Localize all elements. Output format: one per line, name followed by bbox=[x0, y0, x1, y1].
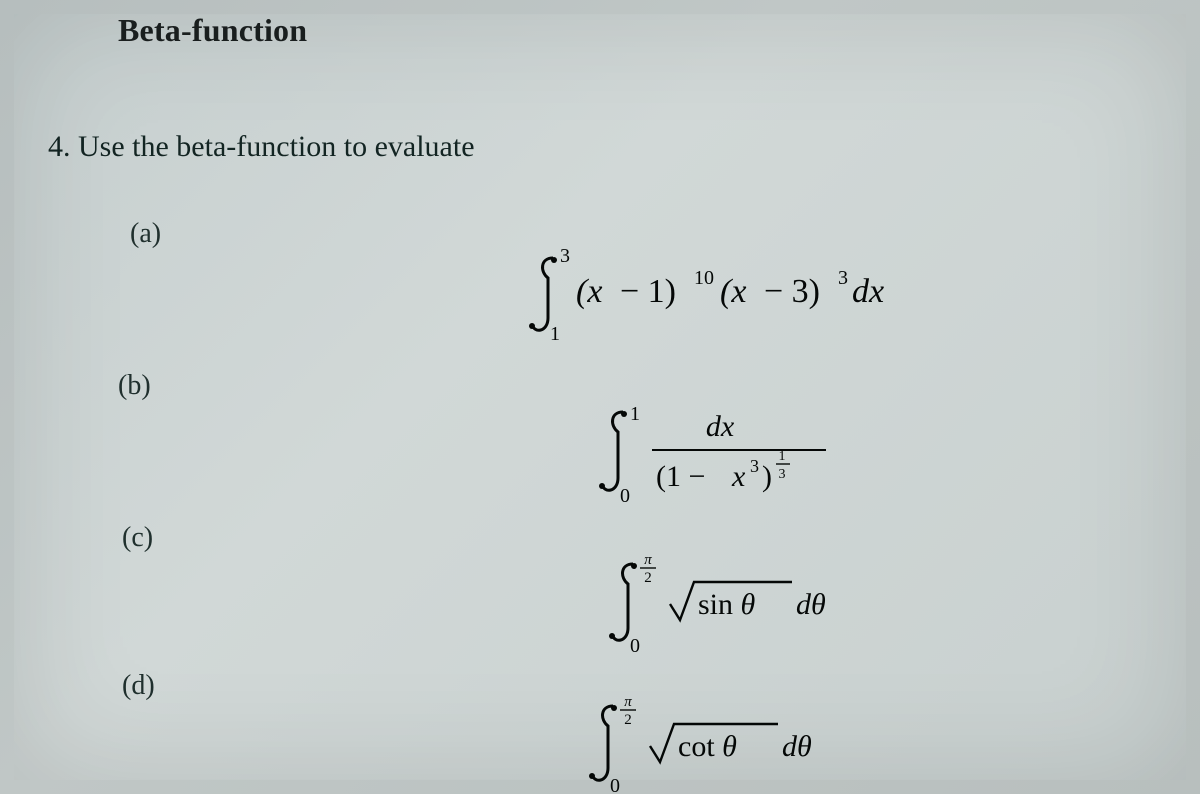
part-d-label: (d) bbox=[122, 670, 155, 702]
section-title: Beta-function bbox=[118, 12, 307, 49]
part-c-integral: π 2 0 sin θ dθ bbox=[600, 550, 900, 655]
svg-text:x: x bbox=[731, 460, 746, 493]
part-d-integral: π 2 0 cot θ dθ bbox=[580, 696, 900, 794]
part-c-upper-num: π bbox=[644, 552, 652, 568]
part-b-upper: 1 bbox=[630, 403, 640, 425]
part-b-lower: 0 bbox=[620, 485, 630, 507]
part-c-label: (c) bbox=[122, 522, 153, 554]
question-line: 4. Use the beta-function to evaluate bbox=[48, 130, 475, 164]
part-a-lower: 1 bbox=[550, 323, 560, 345]
part-a-upper: 3 bbox=[560, 245, 570, 267]
svg-text:− 3): − 3) bbox=[764, 273, 820, 310]
part-b-numerator: dx bbox=[706, 410, 735, 443]
part-d-radicand: cot θ bbox=[678, 730, 737, 763]
part-a-integral: 3 1 (x − 1) 10 (x − 3) 3 dx bbox=[520, 240, 1020, 350]
svg-text:3: 3 bbox=[750, 456, 759, 476]
svg-text:(x: (x bbox=[720, 273, 746, 310]
svg-text:− 1): − 1) bbox=[620, 273, 676, 310]
part-b-integral: 1 0 dx (1 − x 3 ) 1 3 bbox=[590, 400, 910, 510]
svg-text:(1 −: (1 − bbox=[656, 460, 705, 493]
svg-text:10: 10 bbox=[694, 267, 714, 289]
question-text: Use the beta-function to evaluate bbox=[78, 130, 475, 163]
page-vignette bbox=[0, 0, 1200, 794]
part-d-upper-den: 2 bbox=[624, 712, 632, 728]
svg-text:3: 3 bbox=[838, 267, 848, 289]
part-d-lower: 0 bbox=[610, 775, 620, 794]
part-b-exp-den: 3 bbox=[779, 467, 786, 482]
svg-text:dx: dx bbox=[852, 273, 884, 310]
part-d-diff: dθ bbox=[782, 730, 812, 763]
part-d-upper-num: π bbox=[624, 696, 632, 710]
part-c-lower: 0 bbox=[630, 635, 640, 655]
part-c-upper-den: 2 bbox=[644, 570, 652, 586]
part-b-exp-num: 1 bbox=[779, 449, 786, 464]
part-c-diff: dθ bbox=[796, 588, 826, 621]
part-a-label: (a) bbox=[130, 218, 161, 250]
part-c-radicand: sin θ bbox=[698, 588, 756, 621]
part-b-label: (b) bbox=[118, 370, 151, 402]
question-number: 4. bbox=[48, 130, 71, 163]
svg-text:): ) bbox=[762, 460, 772, 493]
svg-text:(x: (x bbox=[576, 273, 602, 310]
